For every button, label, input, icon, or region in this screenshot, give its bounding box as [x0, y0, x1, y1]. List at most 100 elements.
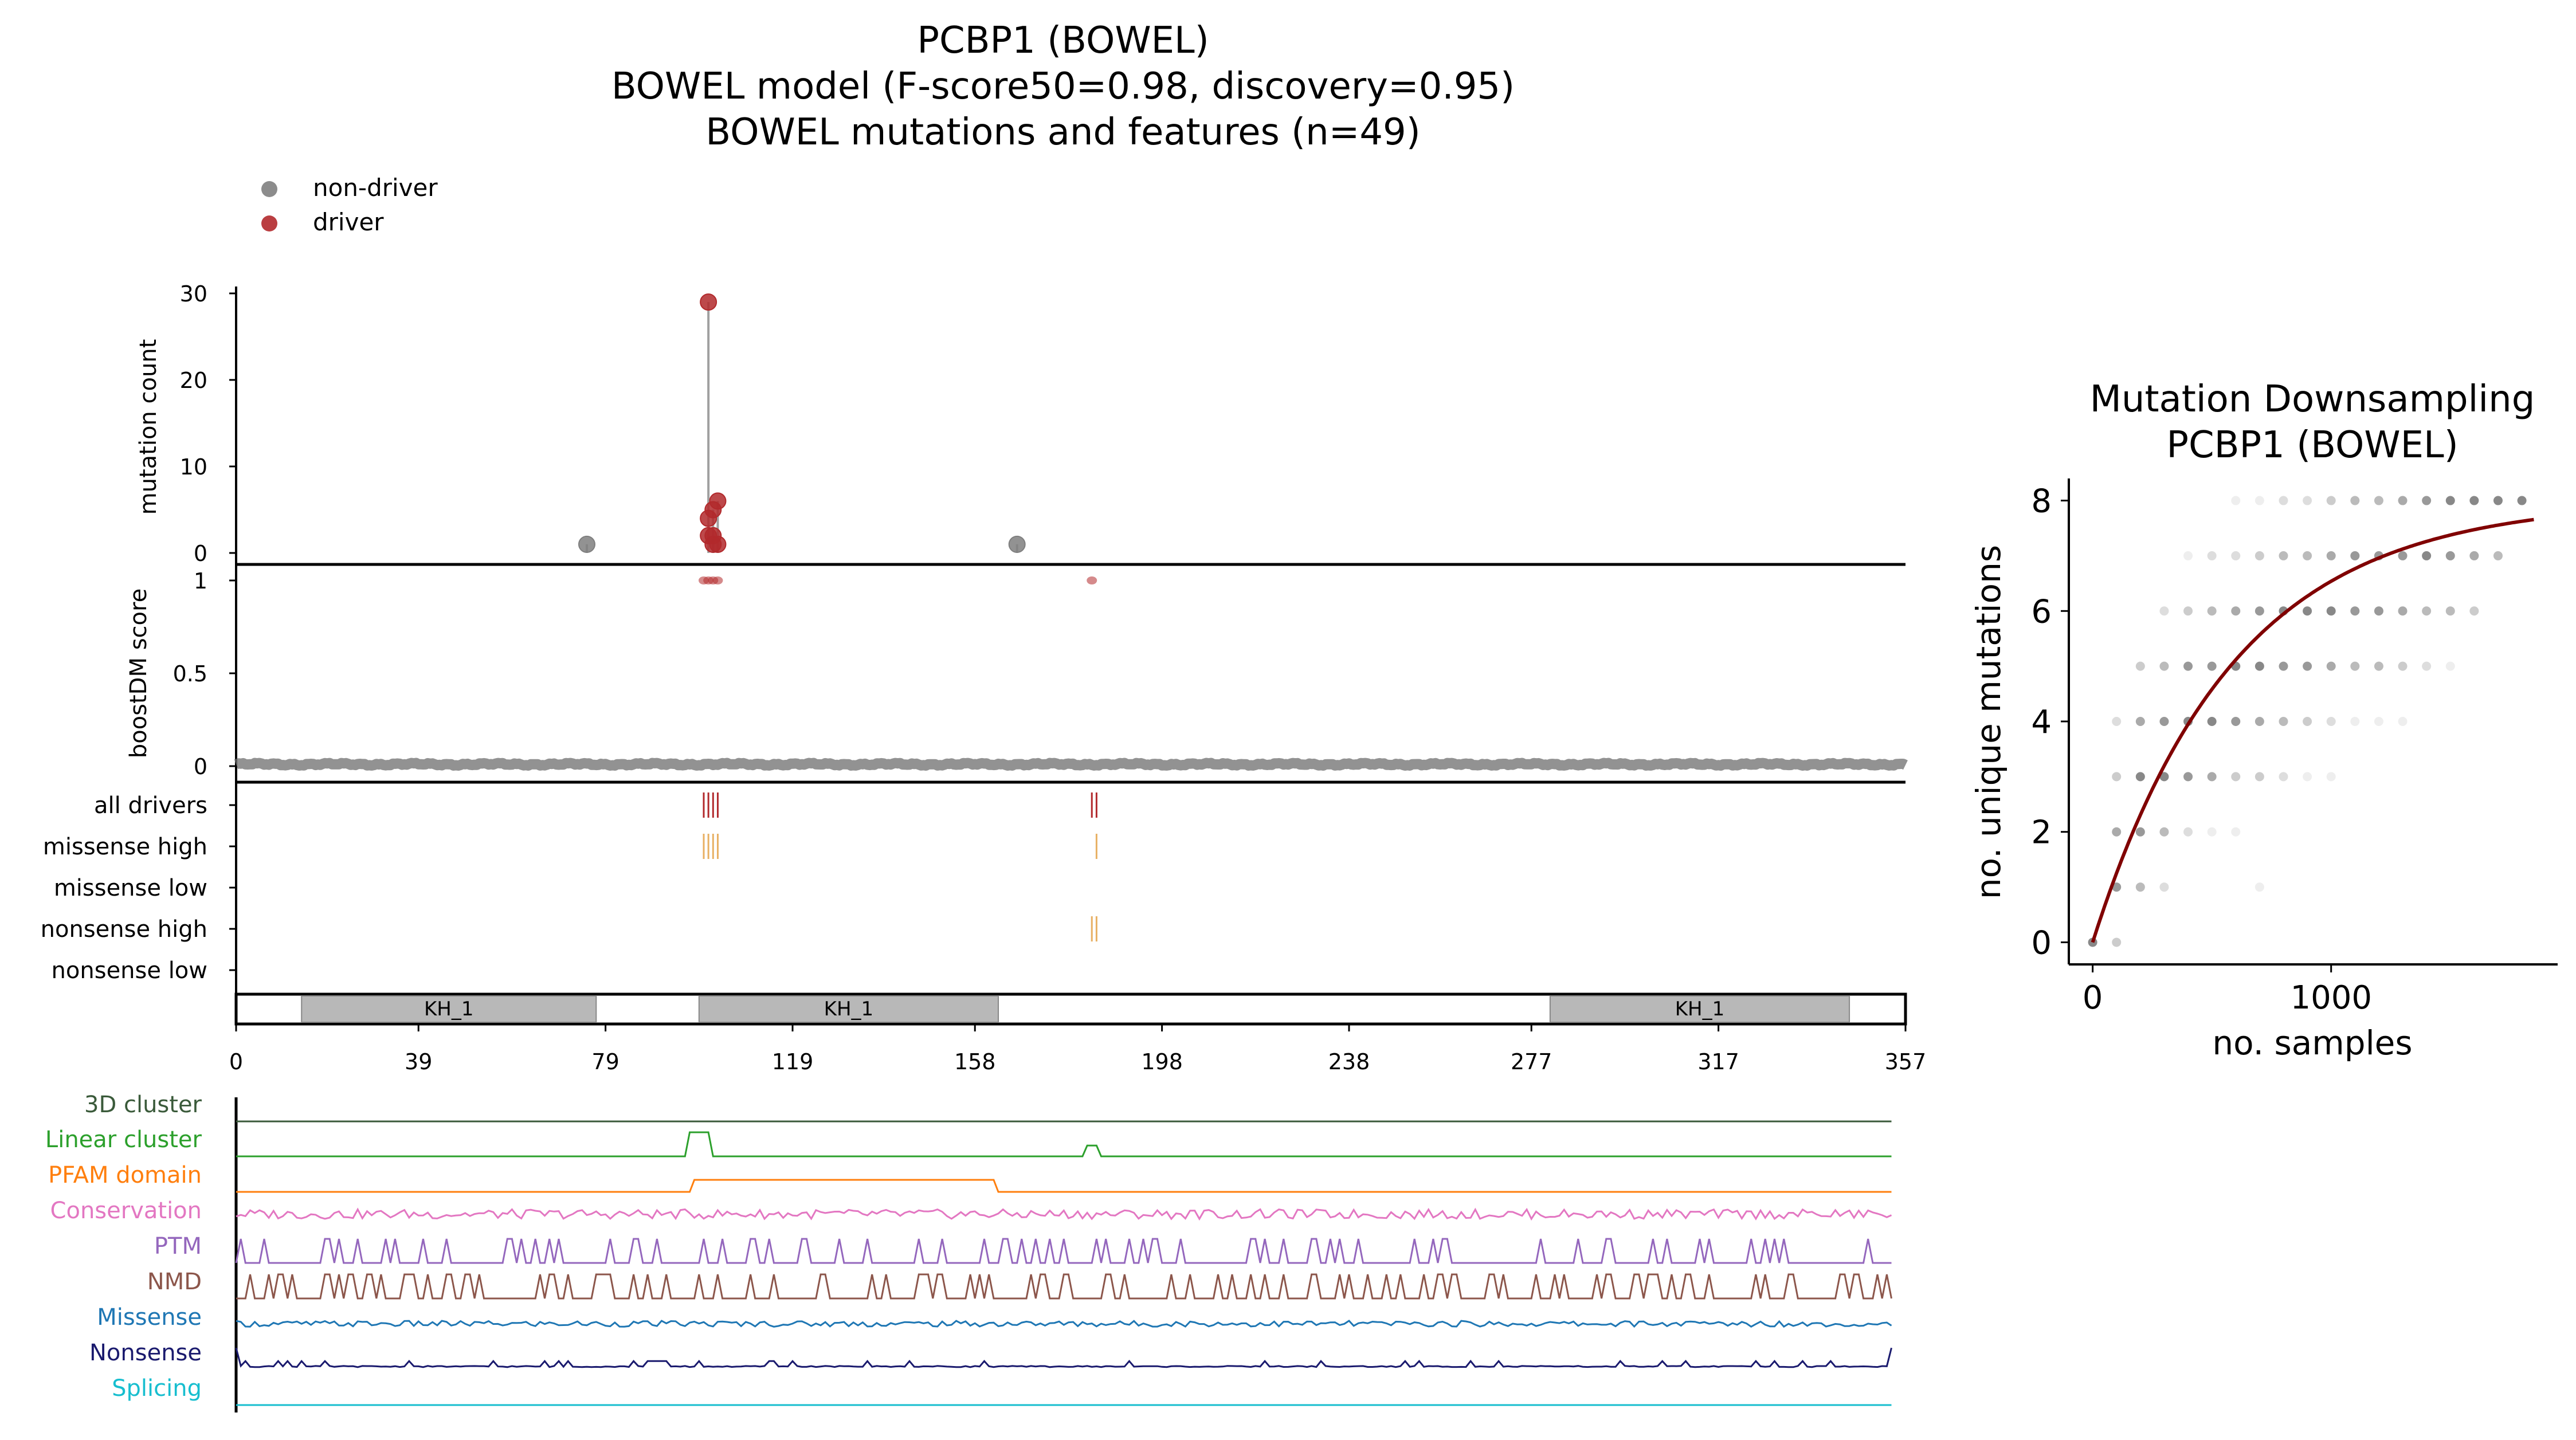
feature-line — [236, 1179, 1892, 1193]
feature-rows: 3D cluster Linear cluster PFAM domain Conse… — [45, 1092, 1892, 1406]
boostdm-y-axis-label: boostDM score — [126, 588, 152, 758]
ds-point — [2183, 827, 2193, 837]
lollipop-point — [700, 293, 717, 311]
ds-point — [2183, 772, 2193, 782]
lollipop-ytick-label: 20 — [180, 368, 207, 393]
ds-point — [2398, 717, 2408, 726]
driver-tracks-panel: all drivers missense high missense low nons… — [41, 782, 1097, 994]
ds-point — [2374, 717, 2383, 726]
ds-point — [2326, 496, 2336, 505]
ds-point — [2207, 827, 2217, 837]
ds-point — [2422, 496, 2432, 505]
domain-xticks: 0 39 79 119 158 198 238 277 317 357 — [229, 1024, 1926, 1074]
domain-label: KH_1 — [824, 998, 874, 1021]
ds-point — [2255, 882, 2264, 892]
ds-point — [2112, 882, 2122, 892]
feature-line — [236, 1320, 1892, 1328]
feature-label: Conservation — [50, 1198, 202, 1224]
feature-label: NMD — [147, 1269, 202, 1295]
domain-xtick-label: 39 — [405, 1049, 432, 1074]
ds-point — [2231, 827, 2241, 837]
ds-point — [2350, 606, 2360, 616]
ds-point — [2279, 717, 2288, 726]
ds-ytick-label: 6 — [2031, 593, 2052, 630]
ds-point — [2398, 661, 2408, 671]
ds-point — [2469, 606, 2479, 616]
ds-point — [2135, 661, 2145, 671]
legend-marker-driver — [261, 215, 277, 232]
downsampling-panel: Mutation Downsampling PCBP1 (BOWEL) 0 2 4 6… — [1969, 378, 2558, 1062]
ds-point — [2326, 606, 2336, 616]
feature-line — [236, 1273, 1892, 1300]
feature-label: Nonsense — [89, 1340, 202, 1366]
feature-line — [236, 1207, 1892, 1221]
ds-point — [2445, 551, 2455, 560]
ds-point — [2279, 772, 2288, 782]
track-label: nonsense low — [52, 958, 207, 984]
feature-label: 3D cluster — [84, 1092, 202, 1118]
boostdm-marks — [233, 576, 1908, 771]
ds-point — [2374, 661, 2383, 671]
ds-point — [2303, 551, 2312, 560]
ds-point — [2231, 551, 2241, 560]
ds-point — [2493, 496, 2503, 505]
ds-point — [2112, 717, 2122, 726]
domain-label: KH_1 — [1675, 998, 1725, 1021]
domain-xtick-label: 119 — [772, 1049, 814, 1074]
feature-label: Linear cluster — [45, 1127, 202, 1153]
ds-point — [2159, 717, 2169, 726]
lollipop-ytick-label: 0 — [194, 541, 207, 566]
ds-ytick-label: 2 — [2031, 814, 2052, 852]
feature-label: PFAM domain — [48, 1162, 202, 1188]
track-label: all drivers — [94, 792, 207, 819]
track-label: missense low — [54, 875, 207, 901]
title-line-2: BOWEL model (F-score50=0.98, discovery=0… — [611, 65, 1515, 108]
ds-point — [2422, 551, 2432, 560]
boostdm-baseline-band — [233, 758, 1908, 771]
ds-point — [2255, 551, 2264, 560]
ds-point — [2279, 551, 2288, 560]
ds-point — [2159, 882, 2169, 892]
ds-point — [2398, 551, 2408, 560]
ds-point — [2326, 717, 2336, 726]
boostdm-ytick-label: 1 — [194, 568, 207, 594]
feature-label: Splicing — [112, 1375, 202, 1402]
domain-xtick-label: 238 — [1328, 1049, 1370, 1074]
boostdm-yticks: 00.51 — [173, 568, 236, 779]
ds-point — [2231, 717, 2241, 726]
ds-point — [2350, 496, 2360, 505]
feature-label: PTM — [154, 1233, 202, 1259]
legend-label-driver: driver — [313, 208, 384, 236]
feature-line — [236, 1131, 1892, 1158]
ds-point — [2445, 661, 2455, 671]
ds-point — [2207, 606, 2217, 616]
ds-ytick-label: 8 — [2031, 483, 2052, 520]
ds-point — [2517, 496, 2527, 505]
lollipop-point — [578, 535, 595, 553]
legend: non-driver driver — [261, 174, 438, 236]
legend-marker-nondriver — [261, 181, 277, 197]
ds-point — [2303, 772, 2312, 782]
domain-xtick-label: 158 — [954, 1049, 996, 1074]
ds-point — [2255, 606, 2264, 616]
ds-point — [2350, 661, 2360, 671]
ds-ytick-label: 4 — [2031, 704, 2052, 741]
downsampling-fit-curve — [2091, 517, 2534, 943]
domain-xtick-label: 198 — [1141, 1049, 1183, 1074]
ds-point — [2255, 772, 2264, 782]
ds-point — [2303, 717, 2312, 726]
ds-point — [2279, 661, 2288, 671]
domain-box — [301, 995, 597, 1023]
domain-panel: KH_1 KH_1 KH_1 0 39 79 119 158 198 238 277 317 357 — [229, 992, 1926, 1074]
ds-point — [2350, 717, 2360, 726]
downsampling-yticks: 0 2 4 6 8 — [2031, 483, 2069, 962]
ds-point — [2398, 496, 2408, 505]
main-title: PCBP1 (BOWEL) BOWEL model (F-score50=0.9… — [611, 19, 1515, 154]
feature-line — [235, 1238, 1892, 1264]
boostdm-high-point — [712, 576, 723, 584]
ds-point — [2374, 496, 2383, 505]
lollipop-ytick-label: 10 — [180, 454, 207, 480]
feature-line — [235, 1347, 1892, 1368]
downsampling-title-line-2: PCBP1 (BOWEL) — [2166, 424, 2458, 466]
ds-point — [2350, 551, 2360, 560]
